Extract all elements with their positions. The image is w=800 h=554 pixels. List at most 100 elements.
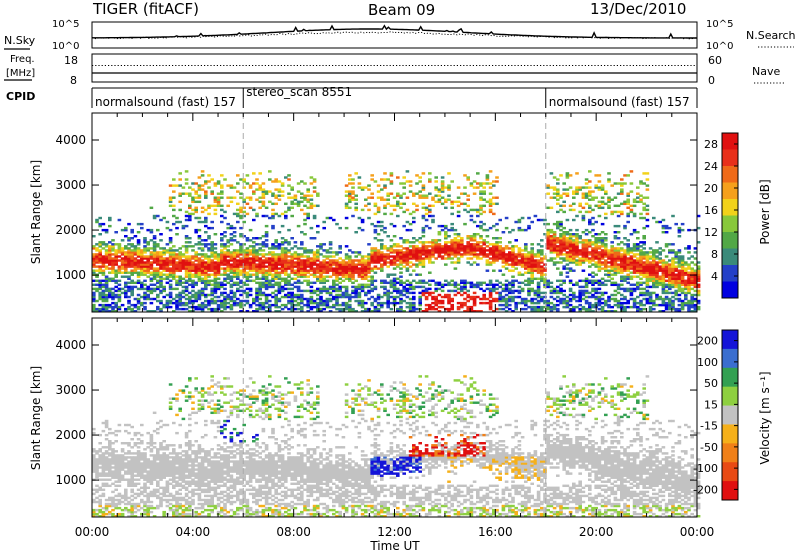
heatmap-cell xyxy=(405,239,410,242)
heatmap-cell xyxy=(421,202,426,206)
heatmap-cell xyxy=(252,263,256,266)
heatmap-cell xyxy=(296,182,301,185)
heatmap-cell xyxy=(328,251,333,254)
heatmap-cell xyxy=(623,257,627,260)
heatmap-cell xyxy=(287,291,291,295)
heatmap-cell xyxy=(277,291,282,295)
heatmap-cell xyxy=(287,295,291,299)
heatmap-cell xyxy=(92,303,96,307)
heatmap-cell xyxy=(213,243,218,246)
heatmap-cell xyxy=(450,247,454,250)
heatmap-cell xyxy=(431,214,435,218)
heatmap-cell xyxy=(165,220,170,224)
heatmap-cell xyxy=(668,251,672,254)
heatmap-cell xyxy=(357,261,362,264)
heatmap-cell xyxy=(620,277,624,281)
heatmap-cell xyxy=(197,265,202,268)
heatmap-cell xyxy=(581,216,586,220)
heatmap-cell xyxy=(639,310,643,313)
heatmap-cell xyxy=(527,224,531,228)
heatmap-cell xyxy=(178,192,182,195)
heatmap-cell xyxy=(604,233,608,236)
heatmap-cell xyxy=(370,269,374,272)
heatmap-cell xyxy=(629,261,634,264)
heatmap-cell xyxy=(207,301,211,305)
heatmap-cell xyxy=(296,279,301,283)
heatmap-cell xyxy=(309,301,314,305)
heatmap-cell xyxy=(175,293,179,297)
heatmap-cell xyxy=(386,293,390,297)
heatmap-cell xyxy=(258,186,262,189)
heatmap-cell xyxy=(380,224,384,228)
heatmap-cell xyxy=(296,297,301,301)
heatmap-cell xyxy=(652,261,656,264)
heatmap-cell xyxy=(204,299,208,303)
heatmap-cell xyxy=(613,289,618,293)
heatmap-cell xyxy=(168,241,173,244)
heatmap-cell xyxy=(319,287,323,291)
heatmap-cell xyxy=(111,293,115,297)
heatmap-cell xyxy=(568,269,573,272)
heatmap-cell xyxy=(492,249,496,252)
heatmap-cell xyxy=(527,277,531,281)
heatmap-cell xyxy=(354,208,358,212)
heatmap-cell xyxy=(402,253,406,256)
heatmap-cell xyxy=(271,285,275,289)
heatmap-cell xyxy=(245,291,250,295)
heatmap-cell xyxy=(338,273,342,276)
heatmap-cell xyxy=(514,259,518,262)
heatmap-cell xyxy=(661,226,666,230)
heatmap-cell xyxy=(600,249,605,252)
heatmap-cell xyxy=(581,305,586,309)
heatmap-cell xyxy=(226,281,230,285)
heatmap-cell xyxy=(261,253,266,256)
heatmap-cell xyxy=(114,303,118,307)
heatmap-cell xyxy=(456,261,461,264)
heatmap-cell xyxy=(178,303,182,307)
heatmap-cell xyxy=(530,257,534,260)
heatmap-cell xyxy=(216,257,221,260)
heatmap-cell xyxy=(562,182,566,185)
heatmap-cell xyxy=(306,261,310,264)
heatmap-cell xyxy=(223,299,227,303)
heatmap-cell xyxy=(588,301,592,305)
heatmap-cell xyxy=(130,291,134,295)
heatmap-cell xyxy=(386,275,390,278)
heatmap-cell xyxy=(674,273,678,276)
heatmap-cell xyxy=(498,245,502,248)
heatmap-cell xyxy=(648,297,653,301)
heatmap-cell xyxy=(149,261,154,264)
heatmap-cell xyxy=(664,275,669,278)
heatmap-cell xyxy=(226,267,230,270)
heatmap-cell xyxy=(661,267,666,270)
heatmap-cell xyxy=(629,275,634,278)
heatmap-cell xyxy=(492,269,496,272)
heatmap-cell xyxy=(536,271,541,274)
heatmap-cell xyxy=(386,305,390,309)
heatmap-cell xyxy=(322,277,326,281)
heatmap-cell xyxy=(207,226,211,230)
heatmap-cell xyxy=(277,243,282,246)
heatmap-cell xyxy=(236,287,240,291)
heatmap-cell xyxy=(124,245,128,248)
heatmap-cell xyxy=(197,293,202,297)
heatmap-cell xyxy=(536,277,541,281)
heatmap-cell xyxy=(540,257,544,260)
heatmap-cell xyxy=(274,259,278,262)
heatmap-cell xyxy=(559,257,563,260)
heatmap-cell xyxy=(578,310,582,313)
heatmap-cell xyxy=(293,281,298,285)
heatmap-cell xyxy=(284,293,288,297)
heatmap-cell xyxy=(648,279,653,283)
heatmap-cell xyxy=(444,257,448,260)
heatmap-cell xyxy=(124,310,128,313)
heatmap-cell xyxy=(418,263,422,266)
heatmap-cell xyxy=(581,297,586,301)
heatmap-cell xyxy=(658,265,662,268)
heatmap-cell xyxy=(364,307,368,311)
heatmap-cell xyxy=(405,251,410,254)
heatmap-cell xyxy=(156,245,160,248)
heatmap-cell xyxy=(332,287,336,291)
heatmap-cell xyxy=(149,287,154,291)
heatmap-cell xyxy=(280,251,285,254)
